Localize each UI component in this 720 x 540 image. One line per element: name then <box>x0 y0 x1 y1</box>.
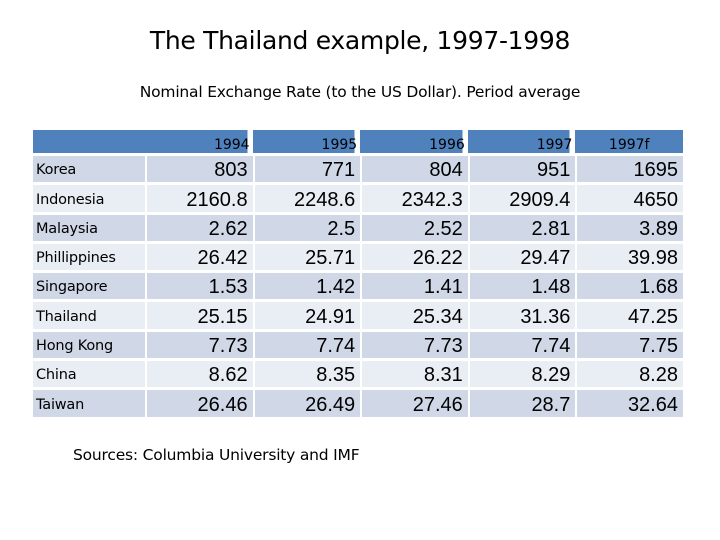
rate-value-cell: 8.35 <box>252 361 361 388</box>
exchange-rate-table: 1994 1995 1996 1997 1997f Korea 803 771 804… <box>33 127 683 420</box>
table-row: China 8.62 8.35 8.31 8.29 8.28 <box>33 361 683 388</box>
year-header-1996: 1996 <box>360 130 468 153</box>
table-row: Singapore 1.53 1.42 1.41 1.48 1.68 <box>33 273 683 300</box>
rate-value-cell: 803 <box>145 156 253 183</box>
rate-value-cell: 7.73 <box>360 331 468 359</box>
table-row: Indonesia 2160.8 2248.6 2342.3 2909.4 4650 <box>33 185 683 212</box>
rate-value-cell: 1.68 <box>575 273 683 300</box>
rate-value-cell: 8.31 <box>360 361 468 388</box>
rate-value-cell: 25.71 <box>252 243 361 271</box>
country-name-cell: Thailand <box>33 302 145 329</box>
rate-value-cell: 7.73 <box>145 331 253 359</box>
header-corner-cell <box>33 130 145 153</box>
rate-value-cell: 4650 <box>575 185 683 212</box>
table-row: Malaysia 2.62 2.5 2.52 2.81 3.89 <box>33 214 683 241</box>
table-header-row: 1994 1995 1996 1997 1997f <box>33 130 683 153</box>
rate-value-cell: 47.25 <box>575 302 683 329</box>
source-note: Sources: Columbia University and IMF <box>73 446 360 464</box>
table-body: Korea 803 771 804 951 1695 Indonesia 2160.8 2248… <box>33 156 683 417</box>
table-row: Phillippines 26.42 25.71 26.22 29.47 39.98 <box>33 243 683 271</box>
country-name-cell: Indonesia <box>33 185 145 212</box>
rate-value-cell: 3.89 <box>575 214 683 241</box>
rate-value-cell: 951 <box>467 156 576 183</box>
rate-value-cell: 8.28 <box>575 361 683 388</box>
rate-value-cell: 25.15 <box>145 302 253 329</box>
rate-value-cell: 32.64 <box>575 390 683 417</box>
rate-value-cell: 1.42 <box>252 273 361 300</box>
rate-value-cell: 2.62 <box>145 214 253 241</box>
rate-value-cell: 29.47 <box>467 243 576 271</box>
table-row: Taiwan 26.46 26.49 27.46 28.7 32.64 <box>33 390 683 417</box>
rate-value-cell: 2.52 <box>360 214 468 241</box>
rate-value-cell: 2909.4 <box>467 185 576 212</box>
rate-value-cell: 1.48 <box>467 273 576 300</box>
table-row: Thailand 25.15 24.91 25.34 31.36 47.25 <box>33 302 683 329</box>
rate-value-cell: 26.46 <box>145 390 253 417</box>
rate-value-cell: 31.36 <box>467 302 576 329</box>
slide-subtitle: Nominal Exchange Rate (to the US Dollar)… <box>139 83 581 101</box>
country-name-cell: Phillippines <box>33 243 145 271</box>
rate-value-cell: 2248.6 <box>252 185 361 212</box>
country-name-cell: Singapore <box>33 273 145 300</box>
rate-value-cell: 39.98 <box>575 243 683 271</box>
rate-value-cell: 2.5 <box>252 214 361 241</box>
year-header-1997: 1997 <box>467 130 576 153</box>
rate-value-cell: 804 <box>360 156 468 183</box>
rate-value-cell: 25.34 <box>360 302 468 329</box>
rate-value-cell: 2160.8 <box>145 185 253 212</box>
rate-value-cell: 26.22 <box>360 243 468 271</box>
rate-value-cell: 27.46 <box>360 390 468 417</box>
rate-value-cell: 2.81 <box>467 214 576 241</box>
rate-value-cell: 8.62 <box>145 361 253 388</box>
rate-value-cell: 1.53 <box>145 273 253 300</box>
rate-value-cell: 26.49 <box>252 390 361 417</box>
country-name-cell: Hong Kong <box>33 331 145 359</box>
rate-value-cell: 7.74 <box>252 331 361 359</box>
country-name-cell: China <box>33 361 145 388</box>
rate-value-cell: 1.41 <box>360 273 468 300</box>
rate-value-cell: 26.42 <box>145 243 253 271</box>
rate-value-cell: 28.7 <box>467 390 576 417</box>
table-row: Korea 803 771 804 951 1695 <box>33 156 683 183</box>
year-header-1994: 1994 <box>145 130 253 153</box>
country-name-cell: Korea <box>33 156 145 183</box>
slide-title: The Thailand example, 1997-1998 <box>149 26 571 55</box>
country-name-cell: Taiwan <box>33 390 145 417</box>
rate-value-cell: 7.74 <box>467 331 576 359</box>
rate-value-cell: 8.29 <box>467 361 576 388</box>
rate-value-cell: 771 <box>252 156 361 183</box>
rate-value-cell: 2342.3 <box>360 185 468 212</box>
table-row: Hong Kong 7.73 7.74 7.73 7.74 7.75 <box>33 331 683 359</box>
rate-value-cell: 24.91 <box>252 302 361 329</box>
year-header-1997f: 1997f <box>575 130 683 153</box>
rate-value-cell: 1695 <box>575 156 683 183</box>
country-name-cell: Malaysia <box>33 214 145 241</box>
year-header-1995: 1995 <box>252 130 361 153</box>
rate-value-cell: 7.75 <box>575 331 683 359</box>
